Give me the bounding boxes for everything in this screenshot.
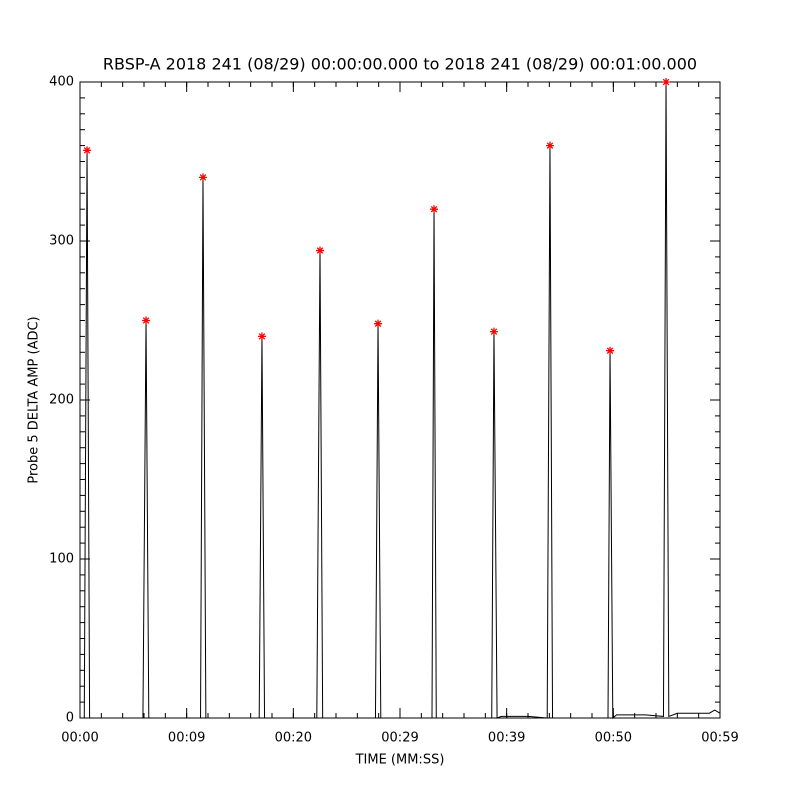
y-tick-label: 200 (49, 393, 74, 408)
y-tick-label: 100 (49, 552, 74, 567)
plot-frame (79, 81, 721, 719)
peak-marker (545, 141, 554, 150)
y-tick-label: 0 (66, 711, 74, 726)
peak-marker (606, 346, 615, 355)
x-tick-label: 00:09 (168, 731, 205, 746)
chart-title: RBSP-A 2018 241 (08/29) 00:00:00.000 to … (103, 55, 697, 74)
data-line (83, 81, 721, 720)
y-tick-label: 400 (49, 75, 74, 90)
x-tick-label: 00:20 (275, 731, 312, 746)
x-tick-label: 00:39 (488, 731, 525, 746)
peak-marker (316, 246, 324, 255)
y-axis-label: Probe 5 DELTA AMP (ADC) (27, 316, 42, 483)
x-axis-label: TIME (MM:SS) (355, 753, 445, 768)
y-tick-label: 300 (49, 234, 74, 249)
x-tick-label: 00:59 (701, 731, 738, 746)
peak-marker (662, 78, 671, 86)
x-tick-label: 00:50 (595, 731, 632, 746)
peak-marker (430, 205, 439, 214)
peak-marker (257, 332, 266, 341)
peak-marker (142, 316, 151, 325)
peak-marker (374, 319, 383, 328)
peak-marker (489, 327, 498, 336)
peak-marker (198, 173, 207, 182)
x-tick-label: 00:00 (61, 731, 98, 746)
peak-marker (83, 146, 92, 155)
x-tick-label: 00:29 (381, 731, 418, 746)
